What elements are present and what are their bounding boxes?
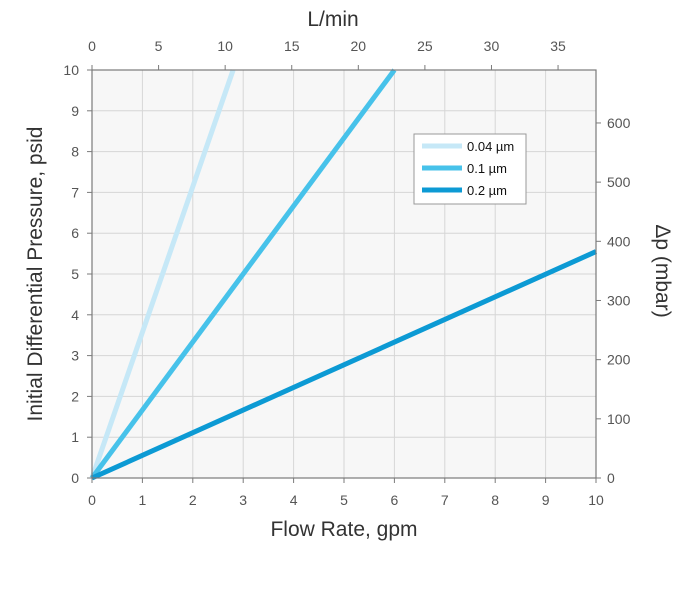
x2-axis-title: L/min bbox=[307, 8, 358, 31]
x2-tick-label: 35 bbox=[550, 38, 566, 54]
x-axis-title: Flow Rate, gpm bbox=[270, 518, 417, 541]
series-line bbox=[89, 68, 397, 480]
y-tick-label: 7 bbox=[71, 184, 79, 200]
y2-tick-label: 200 bbox=[607, 352, 631, 368]
y2-tick-label: 500 bbox=[607, 174, 631, 190]
y2-axis-title: Δp (mbar) bbox=[651, 224, 674, 317]
x2-tick-label: 10 bbox=[217, 38, 233, 54]
y-tick-label: 3 bbox=[71, 348, 79, 364]
x-tick-label: 4 bbox=[290, 492, 298, 508]
x-tick-label: 10 bbox=[588, 492, 604, 508]
y2-tick-label: 400 bbox=[607, 233, 631, 249]
series-line bbox=[90, 249, 598, 481]
y-tick-label: 0 bbox=[71, 470, 79, 486]
x2-tick-label: 25 bbox=[417, 38, 433, 54]
y-tick-label: 8 bbox=[71, 144, 79, 160]
x-tick-label: 3 bbox=[239, 492, 247, 508]
y-tick-label: 9 bbox=[71, 103, 79, 119]
legend-label: 0.1 µm bbox=[467, 161, 507, 176]
y-tick-label: 4 bbox=[71, 307, 79, 323]
series-lines bbox=[89, 68, 598, 481]
y-axis-title: Initial Differential Pressure, psid bbox=[24, 127, 47, 422]
y2-tick-label: 600 bbox=[607, 115, 631, 131]
y-tick-label: 1 bbox=[71, 429, 79, 445]
legend-label: 0.2 µm bbox=[467, 183, 507, 198]
series-line bbox=[89, 69, 236, 479]
y2-tick-label: 300 bbox=[607, 292, 631, 308]
y-tick-label: 2 bbox=[71, 388, 79, 404]
legend: 0.04 µm 0.1 µm 0.2 µm bbox=[413, 133, 527, 205]
y-tick-label: 6 bbox=[71, 225, 79, 241]
x2-tick-label: 20 bbox=[351, 38, 367, 54]
x-tick-label: 0 bbox=[88, 492, 96, 508]
y-tick-label: 5 bbox=[71, 266, 79, 282]
y2-tick-label: 0 bbox=[607, 470, 615, 486]
x2-tick-label: 15 bbox=[284, 38, 300, 54]
y2-tick-label: 100 bbox=[607, 411, 631, 427]
x-tick-label: 5 bbox=[340, 492, 348, 508]
x-tick-label: 2 bbox=[189, 492, 197, 508]
x2-tick-label: 0 bbox=[88, 38, 96, 54]
x2-tick-label: 30 bbox=[484, 38, 500, 54]
x-tick-label: 1 bbox=[139, 492, 147, 508]
x-tick-label: 9 bbox=[542, 492, 550, 508]
x2-tick-label: 5 bbox=[155, 38, 163, 54]
x-tick-label: 8 bbox=[491, 492, 499, 508]
x-tick-label: 6 bbox=[391, 492, 399, 508]
legend-label: 0.04 µm bbox=[467, 139, 514, 154]
x-tick-label: 7 bbox=[441, 492, 449, 508]
y-tick-label: 10 bbox=[63, 62, 79, 78]
